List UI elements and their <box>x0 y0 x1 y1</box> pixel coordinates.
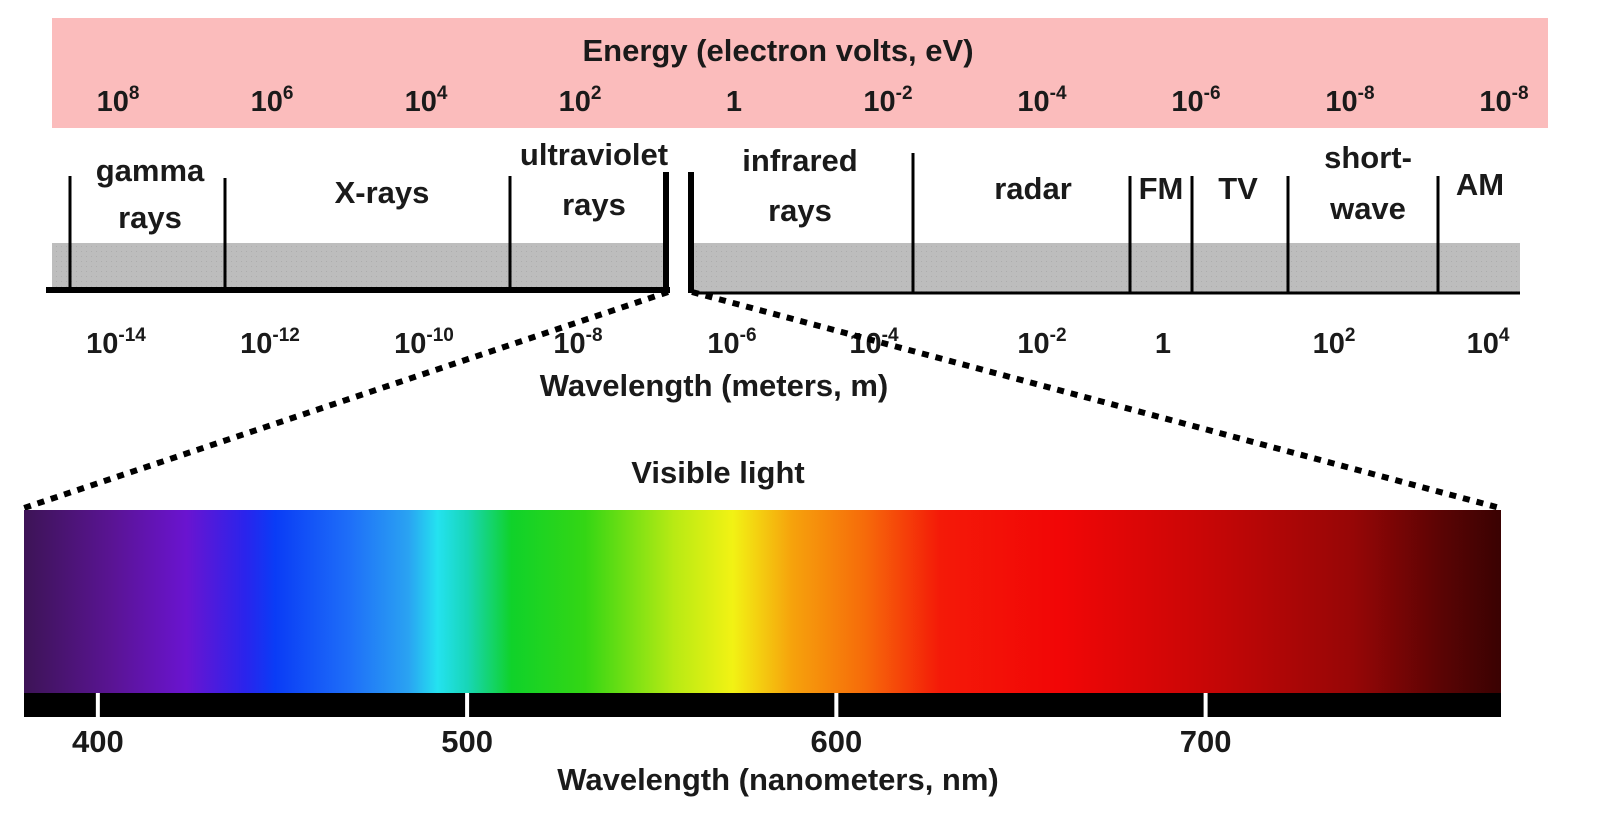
energy-tick-9-base: 10 <box>1479 86 1511 118</box>
energy-axis-title: Energy (electron volts, eV) <box>582 33 973 68</box>
wavelength-tick-9-exponent: 4 <box>1499 325 1510 346</box>
band-label-7-line-1: wave <box>1329 191 1406 226</box>
wavelength-tick-9-base: 10 <box>1467 328 1499 360</box>
zoom-line-left <box>23 289 669 511</box>
zoom-lines <box>23 289 1501 511</box>
visible-axis-bar <box>24 693 1501 717</box>
energy-tick-1-base: 10 <box>251 86 283 118</box>
wavelength-tick-3-exponent: -8 <box>586 325 603 346</box>
band-label-0-line-0: gamma <box>96 153 205 188</box>
energy-tick-7-base: 10 <box>1171 86 1203 118</box>
band-label-7-line-0: short- <box>1324 140 1412 175</box>
wavelength-tick-4-exponent: -6 <box>740 325 757 346</box>
band-labels: gamma rays X-rays ultraviolet rays infrared ra… <box>96 137 1504 235</box>
band-label-2-line-1: rays <box>562 187 626 222</box>
energy-tick-1: 106 <box>251 83 294 118</box>
wavelength-tick-3: 10-8 <box>553 325 602 360</box>
wavelength-tick-7-base: 1 <box>1155 328 1171 360</box>
band-label-3-line-1: rays <box>768 193 832 228</box>
wavelength-tick-5: 10-4 <box>849 325 899 360</box>
energy-tick-7-exponent: -6 <box>1204 83 1221 104</box>
wavelength-tick-7: 1 <box>1155 328 1171 360</box>
wavelength-tick-5-exponent: -4 <box>882 325 899 346</box>
energy-tick-3-exponent: 2 <box>591 83 602 104</box>
wavelength-tick-4-base: 10 <box>707 328 739 360</box>
band-label-4-line-0: radar <box>994 171 1072 206</box>
wavelength-tick-6: 10-2 <box>1017 325 1066 360</box>
visible-tick-label-1: 500 <box>441 724 493 759</box>
band-label-2-line-0: ultraviolet <box>520 137 668 172</box>
wavelength-tick-0: 10-14 <box>86 325 146 360</box>
spectrum-baseline <box>46 172 1520 295</box>
energy-tick-2: 104 <box>405 83 448 118</box>
energy-scale-bar <box>52 18 1548 128</box>
energy-tick-3: 102 <box>559 83 602 118</box>
visible-tick-label-3: 700 <box>1180 724 1232 759</box>
wavelength-tick-1-exponent: -12 <box>272 325 299 346</box>
band-label-8-line-0: AM <box>1456 167 1504 202</box>
energy-tick-6-exponent: -4 <box>1050 83 1067 104</box>
energy-tick-0-base: 10 <box>97 86 129 118</box>
visible-tick-labels: 400 500 600 700 <box>72 724 1231 759</box>
energy-tick-7: 10-6 <box>1171 83 1220 118</box>
energy-tick-5-exponent: -2 <box>896 83 913 104</box>
band-label-6-line-0: TV <box>1218 171 1258 206</box>
wavelength-tick-2-base: 10 <box>394 328 426 360</box>
energy-tick-0: 108 <box>97 83 140 118</box>
energy-tick-6: 10-4 <box>1017 83 1067 118</box>
energy-tick-4-base: 1 <box>726 86 742 118</box>
energy-tick-3-base: 10 <box>559 86 591 118</box>
band-label-0-line-1: rays <box>118 200 182 235</box>
energy-tick-2-exponent: 4 <box>437 83 448 104</box>
visible-light-title: Visible light <box>631 455 804 490</box>
wavelength-tick-8-exponent: 2 <box>1345 325 1356 346</box>
wavelength-tick-4: 10-6 <box>707 325 756 360</box>
spectrum-band-fill-right <box>692 243 1520 293</box>
band-dividers <box>68 153 1440 293</box>
energy-tick-8: 10-8 <box>1325 83 1374 118</box>
energy-tick-4: 1 <box>726 86 742 118</box>
visible-tick-label-0: 400 <box>72 724 124 759</box>
energy-tick-2-base: 10 <box>405 86 437 118</box>
band-label-3-line-0: infrared <box>742 143 857 178</box>
wavelength-tick-8: 102 <box>1313 325 1356 360</box>
wavelength-tick-9: 104 <box>1467 325 1510 360</box>
band-label-5-line-0: FM <box>1139 171 1184 206</box>
wavelength-tick-1: 10-12 <box>240 325 300 360</box>
wavelength-tick-6-base: 10 <box>1017 328 1049 360</box>
energy-tick-6-base: 10 <box>1017 86 1049 118</box>
energy-tick-9: 10-8 <box>1479 83 1528 118</box>
energy-tick-5-base: 10 <box>863 86 895 118</box>
wavelength-tick-8-base: 10 <box>1313 328 1345 360</box>
energy-tick-9-exponent: -8 <box>1512 83 1529 104</box>
wavelength-tick-3-base: 10 <box>553 328 585 360</box>
band-label-1-line-0: X-rays <box>335 175 430 210</box>
energy-tick-8-exponent: -8 <box>1358 83 1375 104</box>
wavelength-tick-2: 10-10 <box>394 325 454 360</box>
spectrum-band-fill-left <box>52 243 668 293</box>
wavelength-tick-0-exponent: -14 <box>118 325 146 346</box>
wavelength-tick-2-exponent: -10 <box>426 325 453 346</box>
wavelength-axis-title: Wavelength (meters, m) <box>540 368 889 403</box>
visible-tick-marks <box>95 693 1208 717</box>
visible-spectrum-gradient <box>24 510 1501 693</box>
energy-tick-1-exponent: 6 <box>283 83 294 104</box>
visible-axis-title: Wavelength (nanometers, nm) <box>557 762 999 797</box>
energy-tick-0-exponent: 8 <box>129 83 140 104</box>
energy-tick-labels: 108 106 104 102 1 10-2 10-4 10-6 10-8 10-8 <box>97 83 1529 118</box>
wavelength-tick-labels: 10-14 10-12 10-10 10-8 10-6 10-4 10-2 1 102 104 <box>86 325 1510 360</box>
energy-tick-5: 10-2 <box>863 83 912 118</box>
wavelength-tick-5-base: 10 <box>849 328 881 360</box>
wavelength-tick-6-exponent: -2 <box>1050 325 1067 346</box>
energy-tick-8-base: 10 <box>1325 86 1357 118</box>
visible-tick-label-2: 600 <box>810 724 862 759</box>
wavelength-tick-0-base: 10 <box>86 328 118 360</box>
wavelength-tick-1-base: 10 <box>240 328 272 360</box>
